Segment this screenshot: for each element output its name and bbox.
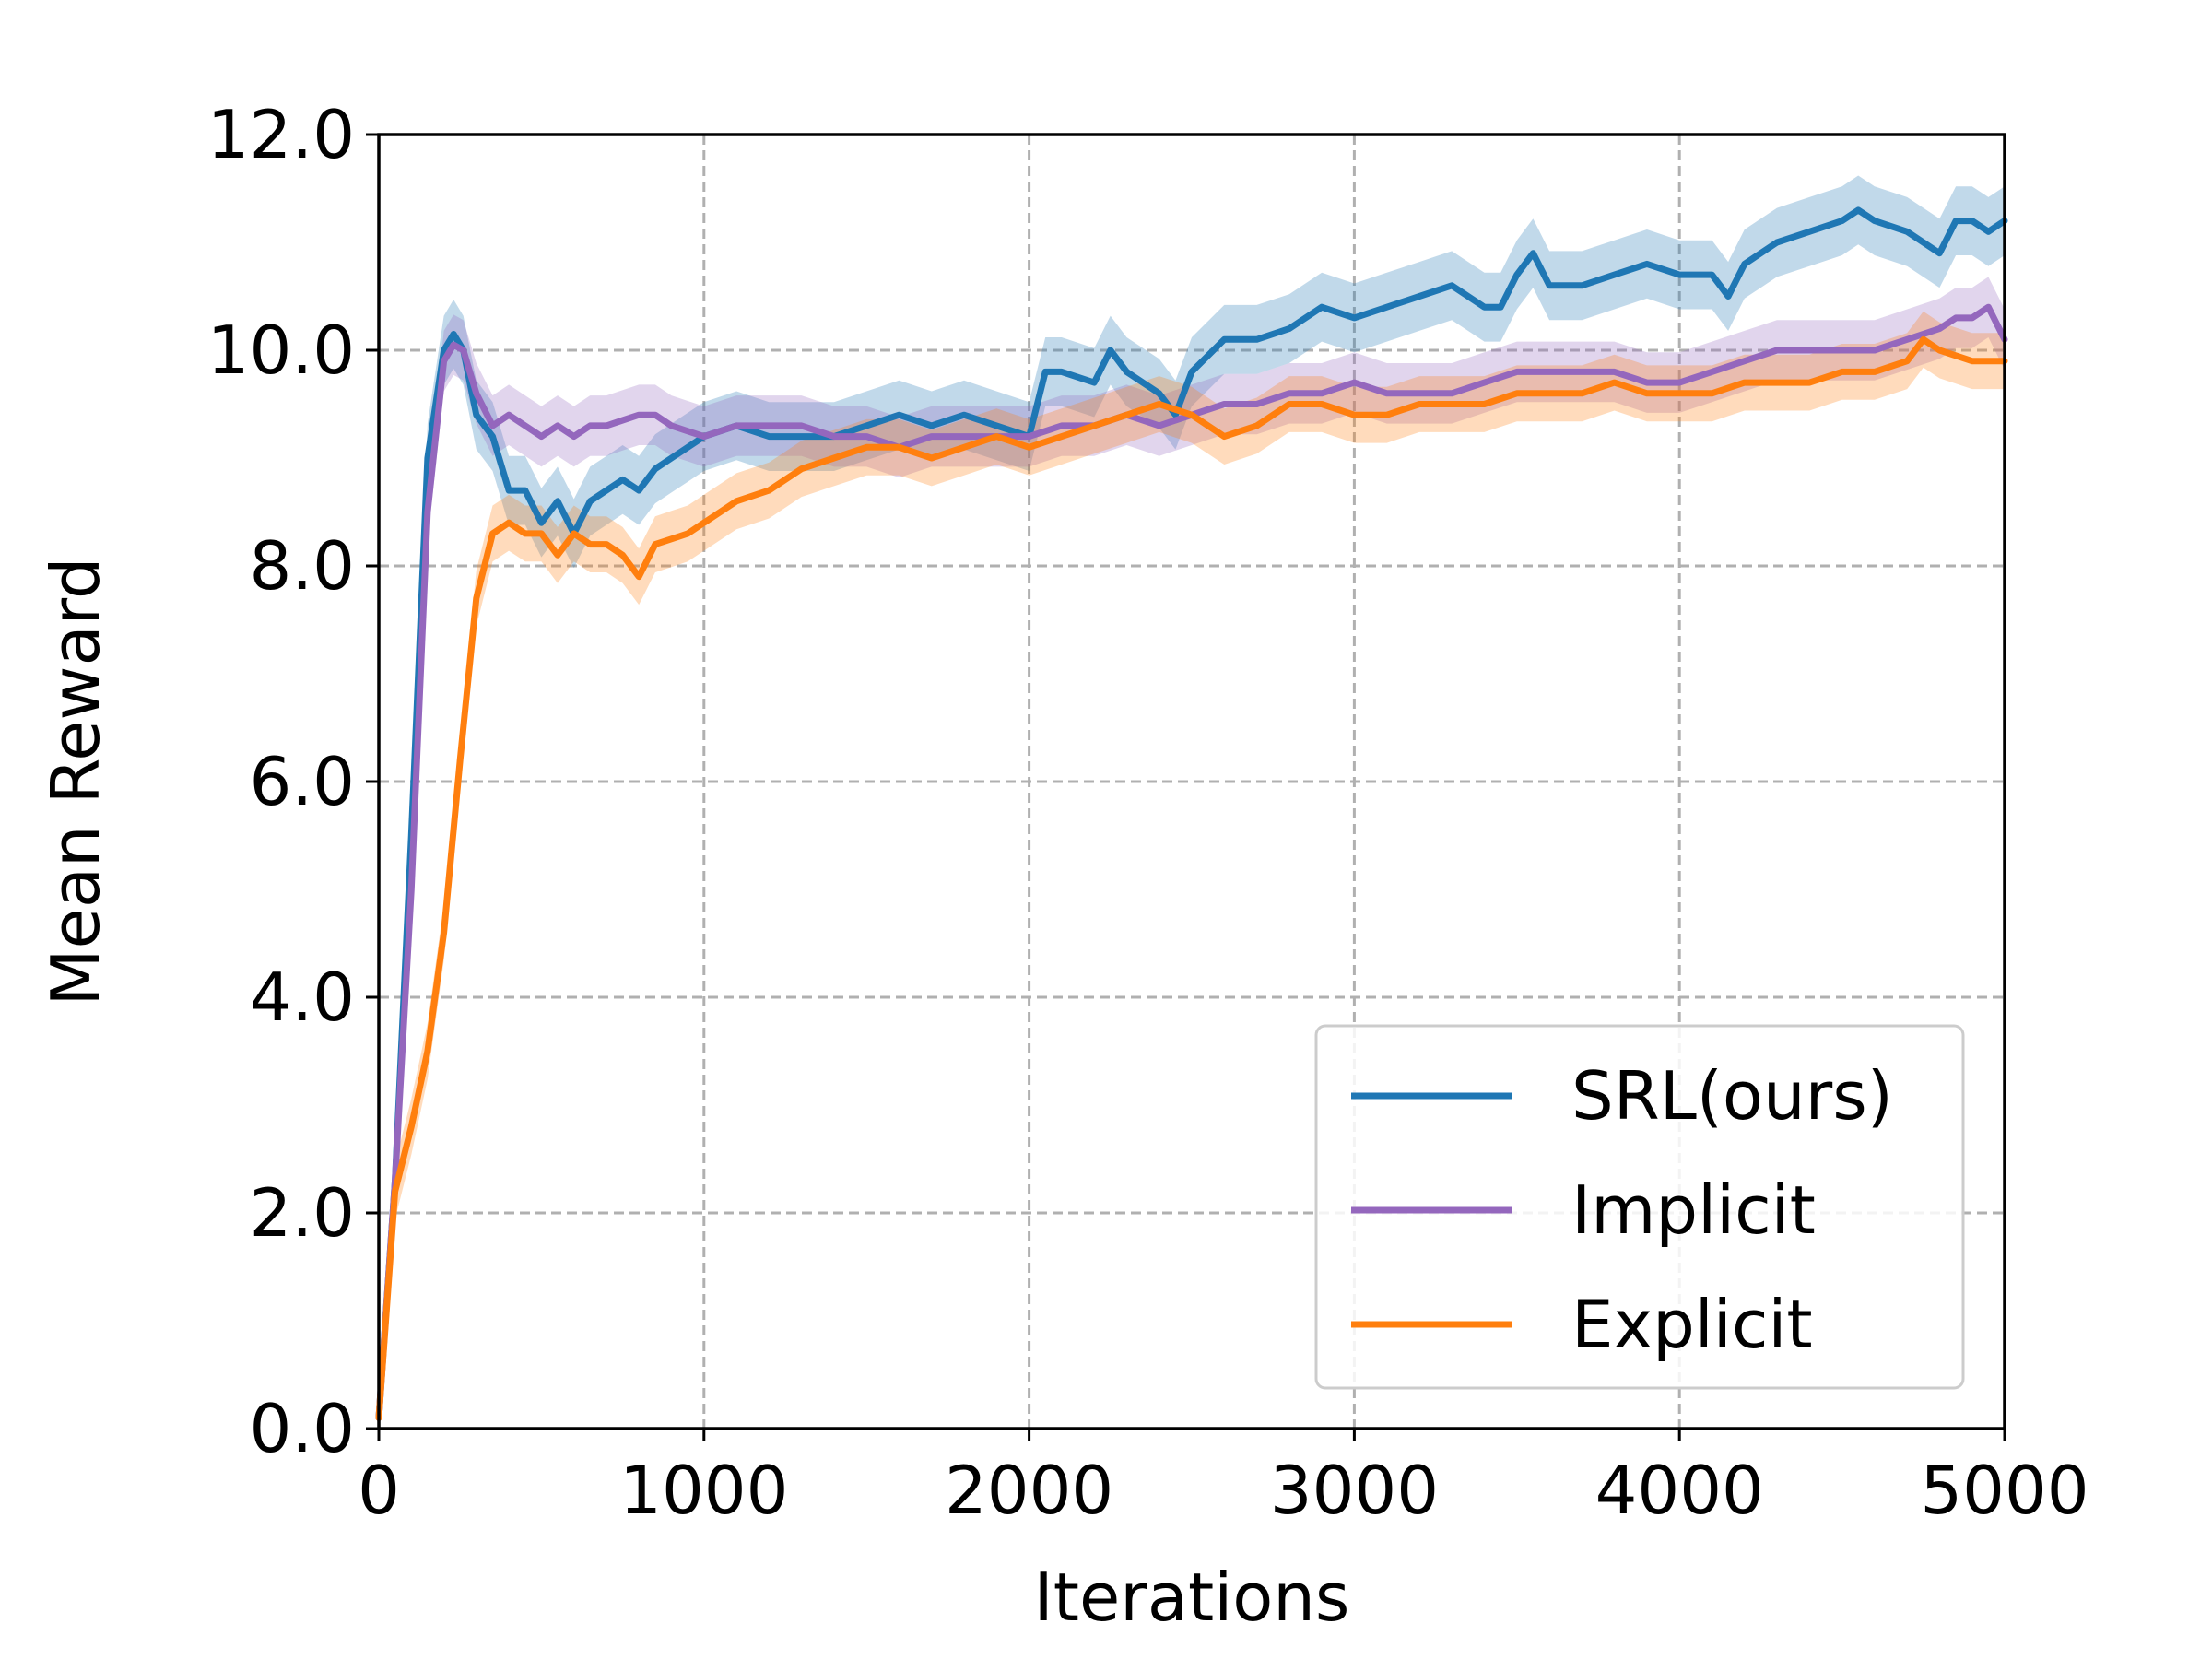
y-tick-label: 10.0 — [207, 312, 355, 389]
x-tick-label: 1000 — [619, 1452, 788, 1529]
series-lines — [375, 206, 2008, 1421]
y-tick-label: 2.0 — [249, 1174, 355, 1252]
series-line-explicit — [375, 335, 2008, 1421]
tick-marks — [366, 133, 2006, 1441]
legend-box — [1314, 1024, 1965, 1390]
series-line-srl-ours- — [375, 206, 2008, 1421]
y-tick-label: 0.0 — [249, 1390, 355, 1467]
x-tick-label: 0 — [358, 1452, 400, 1529]
x-axis-label: Iterations — [1034, 1559, 1350, 1636]
y-tick-label: 12.0 — [207, 96, 355, 173]
legend-label: SRL(ours) — [1571, 1057, 1893, 1135]
y-tick-label: 4.0 — [249, 959, 355, 1036]
y-axis-label: Mean Reward — [37, 557, 114, 1006]
y-tick-label: 8.0 — [249, 527, 355, 605]
x-tick-label: 2000 — [945, 1452, 1113, 1529]
legend-label: Implicit — [1571, 1171, 1816, 1249]
x-tick-label: 4000 — [1595, 1452, 1764, 1529]
tick-labels: 0 1000 2000 3000 4000 5000 0.0 2.0 4.0 6.0 8.0 10.0… — [207, 96, 2089, 1529]
x-tick-label: 3000 — [1270, 1452, 1439, 1529]
y-tick-label: 6.0 — [249, 743, 355, 820]
series-line-implicit — [375, 303, 2008, 1421]
grid-layer — [379, 135, 2005, 1429]
legend: SRL(ours) Implicit Explicit — [1314, 1024, 1965, 1390]
x-tick-label: 5000 — [1920, 1452, 2088, 1529]
legend-label: Explicit — [1571, 1286, 1813, 1363]
